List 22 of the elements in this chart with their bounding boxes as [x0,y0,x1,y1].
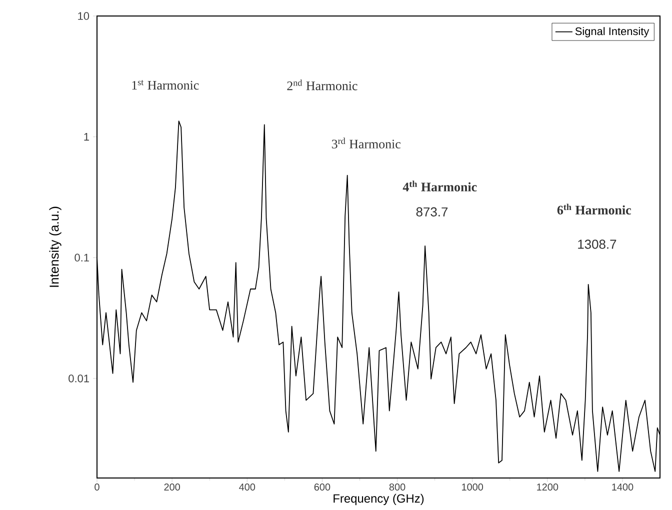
x-tick-label: 0 [94,484,100,491]
x-tick-label: 400 [239,484,256,491]
x-tick-label: 1200 [537,484,558,491]
y-tick-label: 0.1 [74,254,89,262]
y-tick-label: 10 [78,12,90,20]
x-axis-title: Frequency (GHz) [334,494,424,506]
y-tick-label: 1 [84,133,89,141]
x-tick-label: 1400 [612,484,634,491]
y-tick-label: 0.01 [68,374,89,382]
annotation: 4$^{th}$ Harmonic [402,180,477,192]
annotation: 1308.7 [578,240,616,249]
annotation: 873.7 [416,207,448,216]
x-tick-label: 600 [314,484,330,491]
legend-label: Signal Intensity [575,27,650,38]
annotation: 6$^{th}$ Harmonic [557,204,631,214]
x-tick-label: 1000 [462,484,484,491]
annotation: 3$^{rd}$ Harmonic [332,138,400,148]
y-axis-title: Intensity (a.u.) [49,206,62,287]
x-tick-label: 200 [164,484,180,491]
annotation: 1$^{st}$ Harmonic [132,80,199,90]
annotation: 2$^{nd}$ Harmonic [287,79,358,90]
x-tick-label: 800 [389,484,406,491]
